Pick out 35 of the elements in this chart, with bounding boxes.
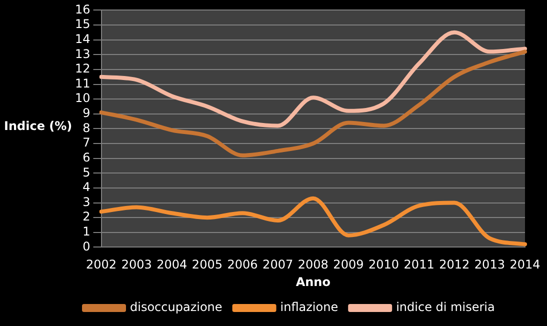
x-tick-label: 2009 <box>333 258 364 272</box>
y-tick-label: 2 <box>82 210 90 224</box>
y-tick-label: 6 <box>82 150 90 164</box>
y-tick-label: 12 <box>74 62 90 76</box>
x-tick-label: 2006 <box>227 258 258 272</box>
x-tick-label: 2004 <box>156 258 188 272</box>
y-tick-label: 7 <box>82 136 90 150</box>
y-tick-label: 11 <box>74 76 90 90</box>
y-tick-label: 5 <box>82 165 90 180</box>
y-tick-label: 9 <box>82 106 90 120</box>
y-tick-label: 14 <box>74 32 90 46</box>
y-axis-title: Indice (%) <box>4 118 72 133</box>
x-tick-label: 2012 <box>439 258 470 272</box>
x-tick-label: 2007 <box>262 258 294 272</box>
x-tick-label: 2005 <box>192 258 222 272</box>
x-tick-label: 2013 <box>474 258 505 272</box>
legend-label: disoccupazione <box>130 300 222 314</box>
x-tick-label: 2011 <box>404 258 434 272</box>
y-tick-label: 8 <box>82 120 90 135</box>
legend-label: indice di miseria <box>396 300 495 314</box>
x-axis-title: Anno <box>296 274 330 289</box>
y-tick-label: 1 <box>82 224 90 239</box>
x-tick-label: 2003 <box>121 258 152 272</box>
y-tick-label: 13 <box>74 46 90 61</box>
y-tick-label: 10 <box>74 91 90 106</box>
y-tick-label: 15 <box>74 17 90 32</box>
y-tick-label: 16 <box>74 2 90 16</box>
y-tick-label: 4 <box>82 180 90 194</box>
x-tick-label: 2008 <box>298 258 328 272</box>
y-tick-label: 0 <box>82 239 90 254</box>
legend-label: inflazione <box>280 300 338 314</box>
y-tick-label: 3 <box>82 194 90 209</box>
x-tick-label: 2010 <box>368 258 400 272</box>
x-tick-label: 2002 <box>86 258 117 272</box>
x-tick-label: 2014 <box>510 258 540 272</box>
